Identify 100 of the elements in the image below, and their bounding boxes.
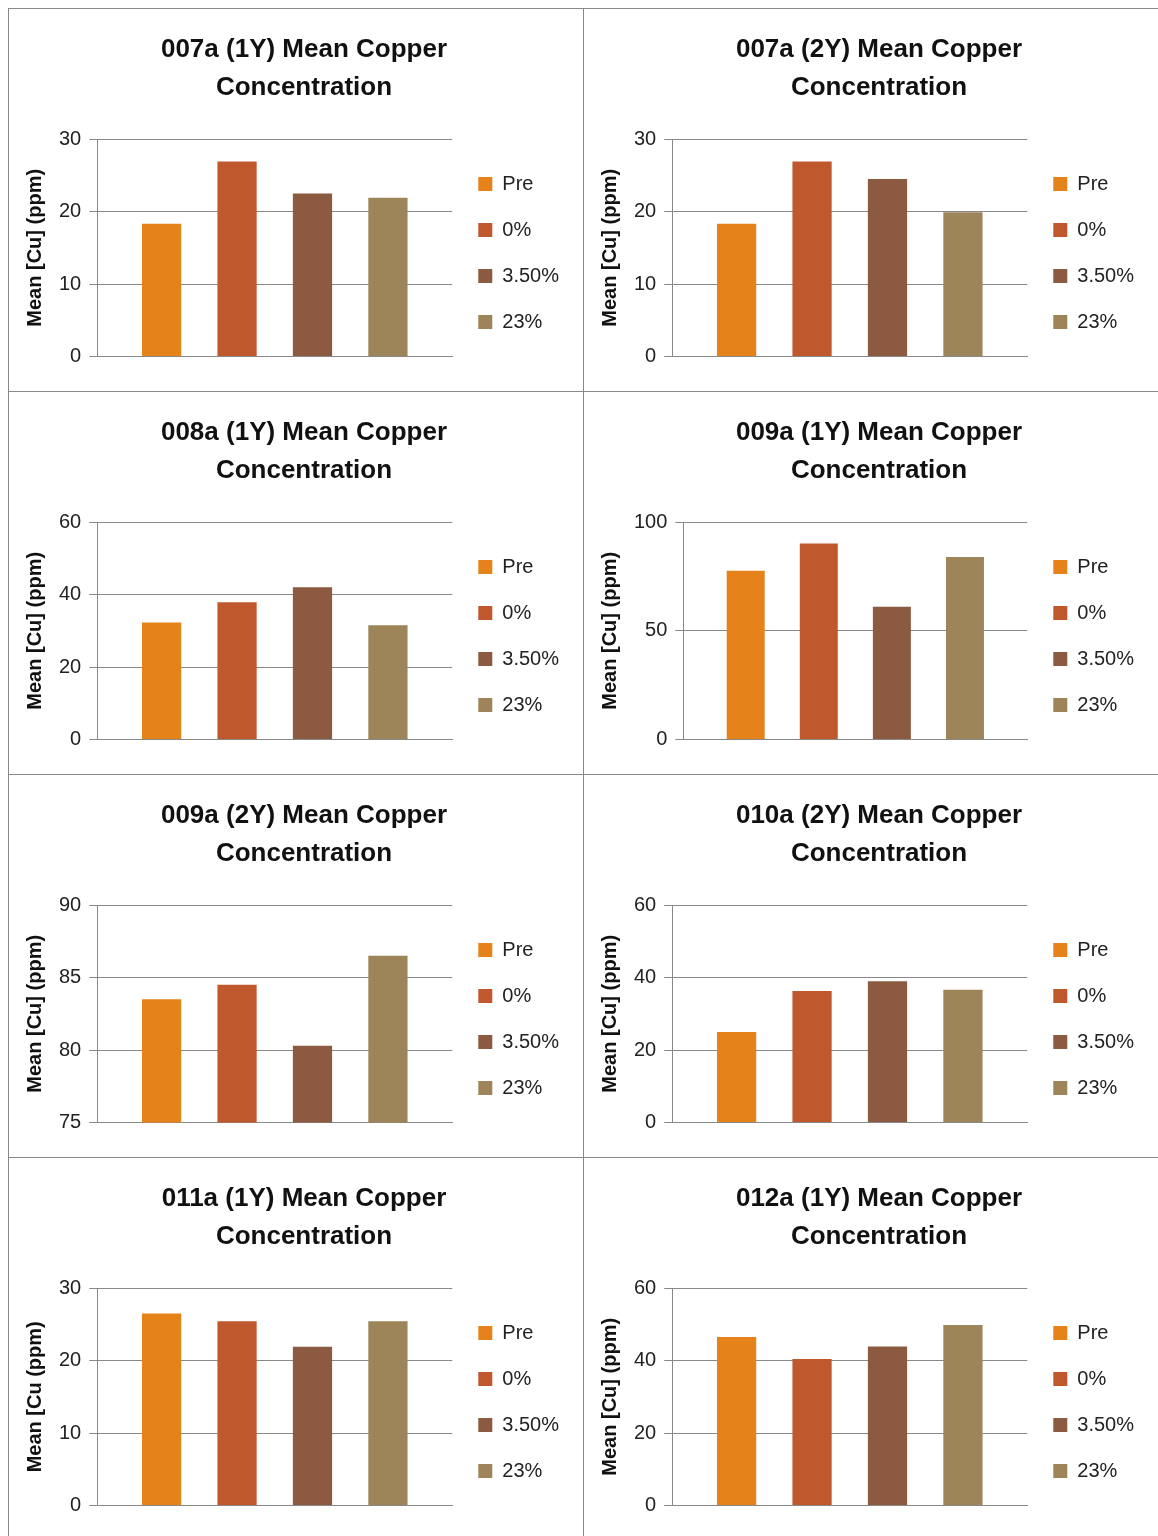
legend-label: 23% (502, 1458, 543, 1481)
legend-label: 0% (502, 600, 532, 623)
chart-title: 009a (1Y) Mean Copper Concentration (734, 415, 1024, 486)
y-axis-title: Mean [Cu] (ppm) (597, 551, 620, 710)
y-tick-label: 0 (645, 1110, 657, 1133)
legend-label: 0% (502, 983, 532, 1006)
y-tick-label: 30 (634, 126, 657, 149)
legend-label: Pre (1077, 937, 1109, 960)
legend-label: 23% (1077, 309, 1118, 332)
bar (368, 197, 408, 357)
y-tick-label: 40 (634, 1348, 657, 1371)
bar (292, 1346, 333, 1506)
y-tick-label: 0 (70, 344, 82, 367)
legend-label: Pre (502, 1320, 534, 1343)
legend-label: 23% (502, 692, 543, 715)
y-tick-label: 20 (59, 654, 82, 677)
y-tick-label: 100 (633, 509, 668, 532)
y-tick-label: 30 (59, 1275, 82, 1298)
legend-label: Pre (502, 937, 534, 960)
bar (217, 602, 257, 740)
y-tick-label: 20 (634, 1420, 657, 1443)
chart-title: 012a (1Y) Mean Copper Concentration (734, 1181, 1024, 1252)
y-axis-title: Mean [Cu] (ppm) (597, 1317, 620, 1476)
y-tick-label: 20 (59, 1348, 82, 1371)
y-tick-label: 10 (59, 1420, 82, 1443)
legend-label: 3.50% (1077, 646, 1135, 669)
legend-label: 23% (502, 1075, 543, 1098)
legend-label: 3.50% (502, 1412, 560, 1435)
y-tick-label: 50 (645, 618, 668, 641)
y-tick-label: 10 (59, 271, 82, 294)
y-tick-label: 0 (656, 727, 668, 750)
bar (943, 212, 983, 357)
y-tick-label: 60 (634, 892, 657, 915)
legend-label: 0% (1077, 600, 1107, 623)
legend-label: 0% (502, 217, 532, 240)
bar (141, 223, 182, 357)
bar (217, 161, 257, 357)
y-axis-title: Mean [Cu] (ppm) (22, 168, 45, 327)
bar (368, 625, 408, 740)
y-tick-label: 0 (70, 727, 82, 750)
y-tick-label: 20 (634, 199, 657, 222)
bar (945, 557, 984, 740)
y-axis-title: Mean [Cu] (ppm) (597, 934, 620, 1093)
y-tick-label: 0 (645, 344, 657, 367)
bar (292, 193, 333, 357)
y-tick-label: 60 (59, 509, 82, 532)
bar (943, 989, 983, 1123)
chart-title: 007a (1Y) Mean Copper Concentration (159, 32, 449, 103)
bar (799, 543, 838, 740)
bar (217, 1321, 257, 1506)
legend-label: Pre (1077, 1320, 1109, 1343)
legend-label: 3.50% (502, 646, 560, 669)
bar (716, 1031, 757, 1123)
chart-title: 007a (2Y) Mean Copper Concentration (734, 32, 1024, 103)
legend-label: 23% (1077, 1075, 1118, 1098)
y-tick-label: 40 (634, 965, 657, 988)
y-axis-title: Mean [Cu (ppm) (22, 1321, 45, 1473)
bar (726, 570, 765, 740)
legend-label: 23% (1077, 692, 1118, 715)
legend-label: 3.50% (1077, 263, 1135, 286)
bar (792, 161, 832, 357)
bar (368, 1321, 408, 1506)
legend-label: 0% (502, 1366, 532, 1389)
bar (292, 587, 333, 740)
y-tick-label: 30 (59, 126, 82, 149)
y-tick-label: 90 (59, 892, 82, 915)
y-axis-title: Mean [Cu] (ppm) (22, 934, 45, 1093)
legend-label: 3.50% (1077, 1029, 1135, 1052)
y-tick-label: 80 (59, 1037, 82, 1060)
y-tick-label: 0 (70, 1493, 82, 1516)
y-tick-label: 20 (634, 1037, 657, 1060)
legend-label: Pre (1077, 171, 1109, 194)
legend-label: 23% (1077, 1458, 1118, 1481)
bar (792, 990, 832, 1123)
chart-title: 009a (2Y) Mean Copper Concentration (159, 798, 449, 869)
y-tick-label: 10 (634, 271, 657, 294)
bar (867, 178, 908, 357)
legend-label: Pre (502, 171, 534, 194)
chart-title: 008a (1Y) Mean Copper Concentration (159, 415, 449, 486)
legend-label: Pre (1077, 554, 1109, 577)
legend-label: 3.50% (502, 263, 560, 286)
y-axis-title: Mean [Cu] (ppm) (22, 551, 45, 710)
bar (141, 622, 182, 740)
bar (716, 223, 757, 357)
y-tick-label: 85 (59, 965, 82, 988)
y-tick-label: 0 (645, 1493, 657, 1516)
chart-title: 010a (2Y) Mean Copper Concentration (734, 798, 1024, 869)
legend-label: 0% (1077, 983, 1107, 1006)
bar (141, 1313, 182, 1506)
legend-label: 0% (1077, 1366, 1107, 1389)
legend-label: Pre (502, 554, 534, 577)
chart-title: 011a (1Y) Mean Copper Concentration (160, 1181, 448, 1252)
legend-label: 0% (1077, 217, 1107, 240)
legend-label: 3.50% (502, 1029, 560, 1052)
bar (872, 606, 911, 740)
y-tick-label: 20 (59, 199, 82, 222)
legend-label: 3.50% (1077, 1412, 1135, 1435)
bar (867, 981, 908, 1123)
y-tick-label: 75 (59, 1110, 82, 1133)
y-tick-label: 60 (634, 1275, 657, 1298)
